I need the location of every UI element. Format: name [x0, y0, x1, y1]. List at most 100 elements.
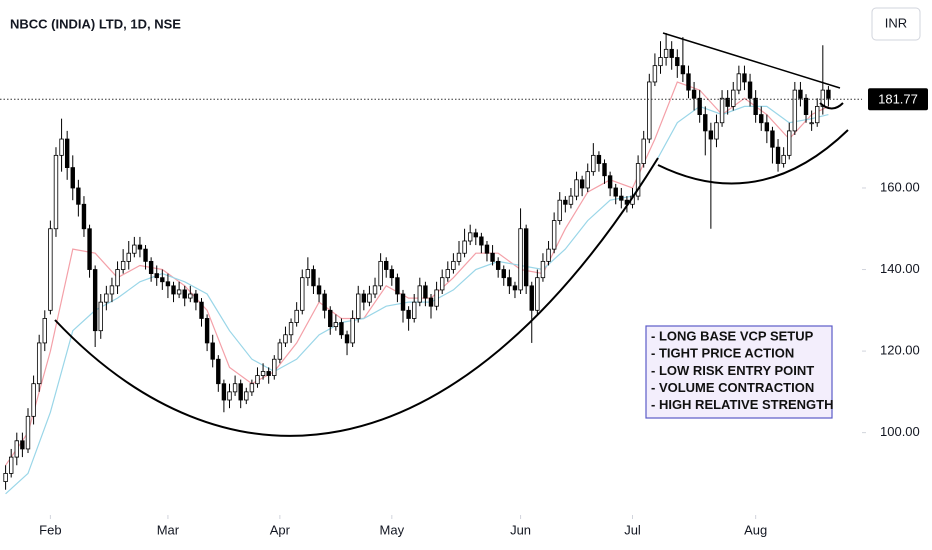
candle: [148, 257, 154, 282]
chart-title: NBCC (INDIA) LTD, 1D, NSE: [10, 16, 181, 31]
candle-body: [305, 269, 311, 279]
x-tick-label: Mar: [157, 522, 180, 537]
candle: [764, 114, 770, 144]
candle: [244, 387, 249, 405]
candle: [669, 41, 674, 70]
y-tick-label: 160.00: [880, 179, 920, 194]
currency[interactable]: INR: [885, 15, 907, 30]
candle: [759, 106, 764, 131]
x-tick-label: Feb: [39, 522, 61, 537]
candle: [787, 122, 792, 160]
candle-body: [579, 179, 585, 189]
note-line: - LONG BASE VCP SETUP: [651, 328, 814, 343]
candle-body: [557, 199, 562, 221]
trend-line: [662, 32, 841, 89]
candle: [8, 448, 14, 478]
candle-body: [14, 440, 19, 458]
candle: [495, 257, 501, 278]
candle-body: [652, 65, 658, 83]
candle: [731, 81, 736, 111]
candle: [361, 289, 367, 311]
candle: [25, 408, 31, 454]
candle: [227, 383, 232, 409]
candle: [412, 293, 417, 323]
candle-body: [171, 285, 176, 295]
candle-body: [635, 163, 641, 197]
candle-body: [708, 130, 714, 140]
candle-body: [714, 122, 719, 140]
candle-body: [25, 415, 31, 450]
candle: [400, 289, 406, 323]
candle: [104, 285, 109, 311]
candle-body: [48, 228, 53, 311]
candle: [36, 334, 42, 392]
tight-curve: [819, 102, 844, 110]
candle: [434, 281, 439, 311]
candle-body: [126, 252, 131, 262]
candle: [529, 281, 534, 343]
candle-body: [372, 285, 378, 295]
candle: [742, 65, 747, 91]
candle: [14, 432, 19, 466]
y-tick-label: 120.00: [880, 343, 920, 358]
candle: [703, 106, 708, 156]
candle-body: [607, 175, 613, 189]
x-tick-label: Aug: [744, 522, 767, 537]
candle: [675, 49, 680, 78]
candle-body: [428, 297, 434, 307]
candle: [792, 81, 798, 135]
currency-box[interactable]: [871, 7, 921, 41]
candle: [42, 310, 47, 352]
candle-body: [176, 289, 182, 295]
candle: [137, 236, 143, 258]
y-tick-label: 100.00: [880, 424, 920, 439]
y-tick-label: 140.00: [880, 261, 920, 276]
candle: [725, 90, 730, 115]
candle-body: [384, 260, 389, 270]
candle-body: [451, 260, 456, 270]
candle: [568, 187, 574, 209]
candle: [484, 240, 490, 262]
candle-body: [356, 293, 361, 319]
candle: [753, 90, 758, 123]
candle-body: [731, 89, 736, 107]
candle-body: [210, 342, 215, 360]
candle: [507, 269, 512, 294]
candle-body: [104, 293, 109, 303]
candle-body: [300, 277, 305, 311]
candle: [255, 367, 260, 388]
candle: [647, 73, 652, 144]
candle: [59, 118, 64, 172]
candle: [428, 293, 434, 319]
candle-body: [395, 277, 400, 295]
candle: [283, 326, 288, 348]
candle-body: [412, 301, 417, 319]
candle: [479, 232, 484, 254]
candle-body: [221, 383, 227, 401]
candle-body: [76, 187, 81, 205]
candle: [439, 269, 445, 294]
candle: [680, 37, 686, 82]
candle-body: [691, 89, 697, 99]
candle-body: [188, 293, 193, 299]
candle-body: [490, 252, 495, 262]
candle: [20, 432, 25, 458]
candle: [445, 261, 450, 282]
candle: [126, 240, 131, 270]
candle-body: [775, 146, 781, 164]
candle: [557, 192, 562, 225]
candle-body: [585, 171, 590, 189]
candle: [339, 318, 344, 339]
candle-body: [798, 89, 803, 99]
note: - LONG BASE VCP SETUP - TIGHT PRICE ACTIO…: [651, 328, 833, 412]
candle: [277, 338, 283, 364]
candle: [171, 281, 176, 303]
candle-body: [31, 383, 36, 417]
candle-body: [725, 97, 730, 107]
candle: [154, 265, 159, 286]
x-tick-label: May: [380, 522, 405, 537]
candle-body: [764, 122, 770, 132]
candle-body: [417, 285, 423, 303]
candle: [182, 285, 187, 307]
candle: [658, 41, 663, 74]
